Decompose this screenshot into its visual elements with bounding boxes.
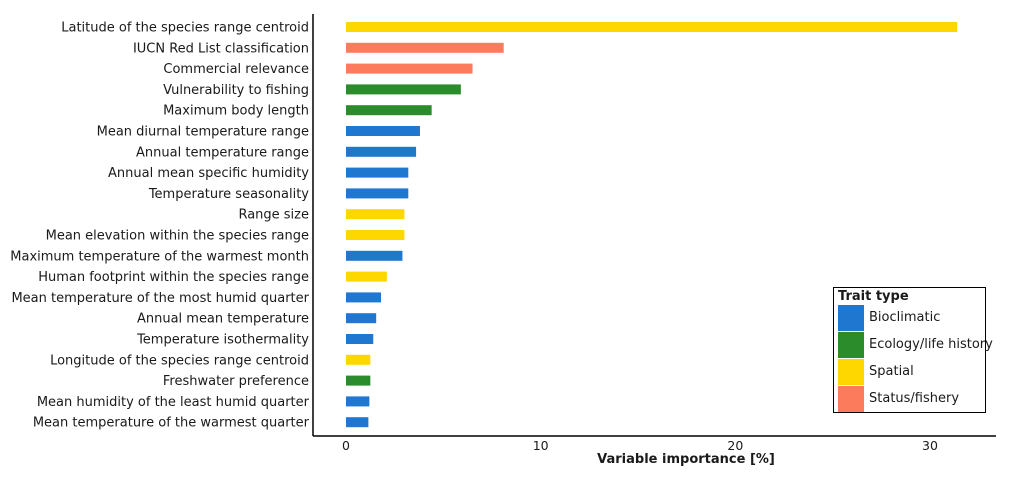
category-label: Commercial relevance xyxy=(163,62,309,77)
legend-item-spatial: Spatial xyxy=(838,359,984,386)
legend: Trait type Bioclimatic Ecology/life hist… xyxy=(833,287,993,413)
legend-label-bioclimatic: Bioclimatic xyxy=(869,310,941,325)
category-label: Vulnerability to fishing xyxy=(163,83,309,98)
category-label: Annual mean specific humidity xyxy=(108,166,309,181)
bar xyxy=(346,250,403,261)
x-axis-title: Variable importance [%] xyxy=(597,452,775,467)
legend-swatch-bioclimatic xyxy=(838,305,864,331)
legend-title: Trait type xyxy=(838,289,909,304)
category-label: Human footprint within the species range xyxy=(38,270,309,285)
category-label: Longitude of the species range centroid xyxy=(50,353,309,368)
bar xyxy=(346,63,473,74)
bar xyxy=(346,188,409,199)
category-label: Mean diurnal temperature range xyxy=(97,125,309,140)
category-label: Maximum temperature of the warmest month xyxy=(10,249,309,264)
category-labels: Latitude of the species range centroid IU… xyxy=(10,21,309,431)
legend-swatch-status xyxy=(838,386,864,412)
bar xyxy=(346,146,417,157)
bar xyxy=(346,167,409,178)
category-label: Mean humidity of the least humid quarter xyxy=(37,395,310,410)
legend-item-bioclimatic: Bioclimatic xyxy=(838,305,984,332)
bar xyxy=(346,271,387,282)
category-label: Range size xyxy=(238,208,309,223)
category-label: IUCN Red List classification xyxy=(133,41,309,56)
bar xyxy=(346,42,504,53)
x-tick-label: 20 xyxy=(727,438,743,453)
legend-swatch-ecology xyxy=(838,332,864,358)
legend-item-ecology: Ecology/life history xyxy=(838,332,993,359)
x-tick-label: 0 xyxy=(342,438,350,453)
bar xyxy=(346,334,374,344)
category-label: Latitude of the species range centroid xyxy=(61,21,309,36)
category-label: Mean temperature of the most humid quart… xyxy=(11,291,309,306)
x-ticks: 0 10 20 30 xyxy=(342,438,938,453)
category-label: Mean temperature of the warmest quarter xyxy=(33,416,310,431)
bars-group xyxy=(346,22,958,428)
category-label: Temperature isothermality xyxy=(136,333,309,348)
bar xyxy=(346,126,420,136)
x-tick-label: 30 xyxy=(922,438,938,453)
category-label: Annual mean temperature xyxy=(137,312,309,327)
category-label: Annual temperature range xyxy=(136,145,309,160)
bar xyxy=(346,84,461,95)
bar xyxy=(346,354,371,365)
bar xyxy=(346,313,377,324)
bar xyxy=(346,375,371,386)
legend-label-status: Status/fishery xyxy=(869,391,960,406)
bar xyxy=(346,230,405,240)
bar xyxy=(346,396,370,407)
bar xyxy=(346,105,432,116)
bar xyxy=(346,209,405,220)
bar xyxy=(346,292,382,303)
legend-item-status: Status/fishery xyxy=(838,386,984,413)
bar xyxy=(346,22,958,32)
category-label: Temperature seasonality xyxy=(148,187,309,202)
legend-swatch-spatial xyxy=(838,359,864,385)
category-label: Freshwater preference xyxy=(163,374,309,389)
x-tick-label: 10 xyxy=(533,438,549,453)
category-label: Maximum body length xyxy=(163,104,309,119)
category-label: Mean elevation within the species range xyxy=(46,229,309,244)
legend-label-spatial: Spatial xyxy=(869,364,914,379)
legend-label-ecology: Ecology/life history xyxy=(869,337,993,352)
bar xyxy=(346,417,369,428)
